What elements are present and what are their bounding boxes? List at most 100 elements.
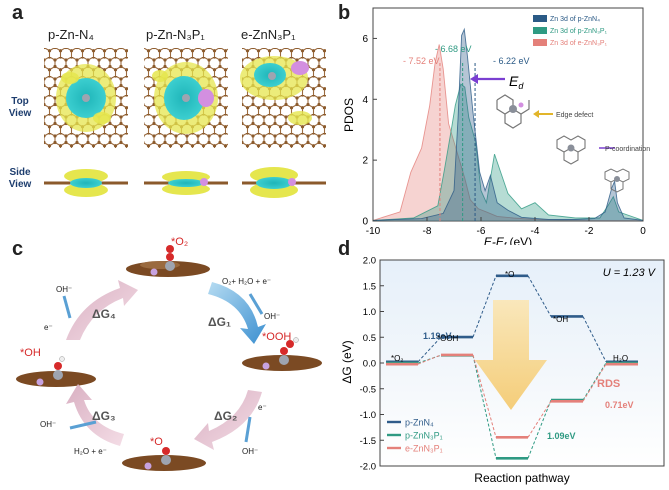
pdos-ytick-label: 2 [362, 156, 368, 167]
top-view-label: Top View [2, 96, 38, 120]
dg-connector-s2-3 [582, 363, 607, 402]
dg-connector-s0-2 [527, 275, 552, 317]
intermediate-oh: *OH [20, 347, 41, 359]
p-zn-n4-top-view [44, 48, 128, 148]
step-label-g3: ΔG₃ [92, 409, 116, 423]
pdos-ytick-label: 4 [362, 95, 368, 106]
dg-legend-label-1: p-ZnN₃P₁ [405, 431, 443, 441]
molecule-oh [16, 356, 96, 387]
dg-xlabel: Reaction pathway [474, 471, 569, 485]
legend-swatch-pznn3p1 [533, 27, 547, 34]
dg-ytick-label: -1.5 [360, 436, 376, 447]
condition-label: U = 1.23 V [603, 267, 657, 279]
pdos-line-2 [372, 44, 643, 221]
e-zn-n3p1-side-view [242, 167, 326, 198]
structure-title-1: p-Zn-N₄ [48, 27, 94, 42]
peak-label-p3: - 6.68 eV [435, 44, 472, 54]
cycle-arrow-step1 [208, 282, 266, 344]
dg-legend-label-2: e-ZnN₃P₁ [405, 444, 443, 454]
pdos-xlabel: E-Ef (eV) [484, 235, 532, 245]
dg-series-group [386, 274, 638, 460]
pdos-xtick-label: -2 [585, 226, 594, 237]
branch-arrow-2 [244, 416, 252, 443]
pdos-ytick-label: 6 [362, 34, 368, 45]
p-zn-n3p1-top-view [144, 48, 228, 148]
reaction-in-1: O₂+ H₂O + e⁻ [222, 277, 271, 286]
dg-ytick-label: 0.5 [363, 333, 376, 344]
molecule-o2 [126, 245, 210, 277]
pdos-xtick-label: -10 [366, 226, 381, 237]
dg-connector-s2-0 [417, 354, 442, 365]
dg-ylabel: ΔG (eV) [340, 340, 354, 383]
pdos-xlabel-sub: f [504, 241, 507, 245]
cycle-arrow-step2 [194, 390, 262, 450]
dg-ytick-label: 1.0 [363, 307, 376, 318]
side-view-label-line1: Side [9, 167, 31, 178]
branch-arrow-3 [69, 420, 97, 430]
side-view-label: Side View [2, 167, 38, 191]
dg-connector-s1-3 [582, 362, 607, 401]
state-label-h2o: H₂O [613, 354, 628, 363]
panel-c-letter: c [12, 238, 24, 260]
intermediate-o: *O [150, 436, 163, 448]
reaction-in-4: e⁻ [44, 323, 53, 332]
value-label-3: 0.71eV [605, 400, 634, 410]
branch-arrow-4 [62, 295, 72, 319]
reaction-out-4: OH⁻ [56, 285, 72, 294]
pdos-series-group [372, 27, 644, 221]
intermediate-ooh: *OOH [262, 331, 291, 343]
ed-arrowhead [470, 74, 478, 84]
legend-label-pznn4: Zn 3d of p-ZnN₄ [550, 16, 600, 23]
ed-label-sub: d [518, 81, 524, 91]
pdos-axes-group: -10 -8 -6 -4 -2 0 0 2 4 6 [362, 34, 646, 237]
reaction-out-1: OH⁻ [264, 312, 280, 321]
reaction-in-2: e⁻ [258, 403, 267, 412]
orr-cycle-diagram: *O₂ *OOH *O *OH ΔG₁ ΔG₂ ΔG₃ ΔG₄ O₂+ H₂O … [16, 236, 322, 471]
dg-axes-group: -2.0 -1.5 -1.0 -0.5 0.0 0.5 1.0 1.5 2.0 [360, 256, 384, 473]
cycle-arrow-step3 [66, 384, 124, 446]
pdos-area-2 [373, 44, 643, 221]
e-zn-n3p1-top-view [240, 48, 326, 148]
p-zn-n3p1-side-view [144, 171, 228, 195]
p-coordination-inset: P-coordination [556, 135, 650, 193]
molecule-ooh [242, 337, 322, 371]
pdos-line-0 [372, 27, 644, 221]
structure-title-3: e-ZnN₃P₁ [241, 27, 296, 42]
panel-b-letter: b [338, 2, 351, 24]
dg-connector-s0-3 [582, 316, 607, 363]
p-coordination-label: P-coordination [605, 146, 650, 153]
legend-swatch-pznn4 [533, 15, 547, 22]
pdos-xtick-label: -8 [423, 226, 432, 237]
state-label-oh: *OH [553, 315, 568, 324]
pdos-area-0 [373, 29, 643, 221]
dg-legend-label-0: p-ZnN₄ [405, 418, 434, 428]
dg-ytick-label: 0.0 [363, 359, 376, 370]
ed-label-main: E [509, 73, 519, 89]
value-label-1: 1.19eV [423, 331, 452, 341]
intermediate-o2: *O₂ [171, 236, 188, 248]
dg-connector-s2-1 [472, 354, 497, 438]
edge-defect-label: Edge defect [556, 112, 593, 119]
state-label-o: *O [505, 270, 514, 279]
dg-connector-s0-1 [472, 275, 497, 338]
ed-label: Ed [509, 73, 524, 91]
pdos-xtick-label: -4 [531, 226, 540, 237]
dg-connector-s1-1 [472, 355, 497, 459]
structure-images [44, 48, 326, 198]
p-zn-n4-side-view [44, 169, 128, 197]
legend-label-pznn3p1: Zn 3d of p-ZnN₃P₁ [550, 28, 608, 35]
panel-a-letter: a [12, 2, 24, 24]
legend-label-eznn3p1: Zn 3d of e-ZnN₃P₁ [550, 40, 608, 47]
pdos-xlabel-unit: (eV) [506, 235, 532, 245]
step-label-g4: ΔG₄ [92, 307, 116, 321]
structure-title-2: p-Zn-N₃P₁ [146, 27, 205, 42]
top-view-label-line2: View [8, 108, 32, 119]
panel-d-letter: d [338, 238, 351, 260]
pdos-chart: -10 -8 -6 -4 -2 0 0 2 4 6 PDOS E-Ef (eV) Zn 3d of… [342, 7, 650, 245]
dg-ytick-label: -2.0 [360, 462, 376, 473]
branch-arrow-1 [248, 293, 264, 315]
dg-connector-s2-2 [527, 401, 552, 438]
pdos-ytick-label: 0 [362, 217, 368, 228]
cycle-arrow-step4 [66, 280, 138, 340]
dg-ytick-label: -1.0 [360, 410, 376, 421]
